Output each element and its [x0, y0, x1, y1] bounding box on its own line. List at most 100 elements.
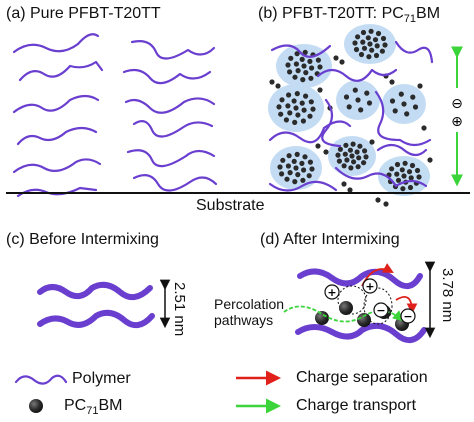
pcbm-molecule [315, 57, 321, 63]
pcbm-molecule [350, 141, 356, 147]
pcbm-molecule [409, 162, 416, 169]
pcbm-molecule [286, 153, 292, 159]
pcbm-molecule [302, 49, 308, 56]
pcbm-molecule [278, 111, 284, 117]
pcbm-molecule [394, 171, 400, 177]
polymer-chain [124, 97, 216, 114]
panel-d-spacing-label: 3.78 nm [439, 268, 456, 323]
pcbm-molecule [343, 142, 349, 148]
pcbm-ball [339, 301, 353, 315]
panel-b-pcbm-molecules [269, 28, 433, 207]
pcbm-molecule [341, 163, 347, 169]
polymer-chain [394, 40, 434, 64]
pcbm-molecule [389, 166, 395, 172]
pcbm-molecule [389, 79, 395, 85]
panel-b-halos [268, 24, 430, 196]
polymer-chain [16, 126, 98, 146]
pcbm-molecule [355, 34, 361, 40]
pcbm-molecule [412, 104, 419, 110]
pcbm-molecule [389, 98, 396, 104]
pcbm-molecule [346, 104, 352, 110]
pcbm-molecule [291, 98, 297, 104]
pcbm-molecule [317, 64, 323, 70]
pcbm-molecule [375, 197, 381, 203]
minus-sign-b: ⊖ [451, 96, 463, 112]
pcbm-molecule [361, 160, 367, 166]
charge-sign-bg [447, 88, 467, 132]
charge-separation-arrow [395, 296, 418, 315]
panel-c-title: (c) Before Intermixing [6, 231, 159, 248]
thick-polymer-chain [37, 309, 155, 329]
pcbm-molecule [349, 153, 355, 159]
pcbm-molecule [293, 61, 299, 67]
pcbm-molecule [404, 111, 410, 117]
pcbm-molecule [293, 165, 299, 171]
pcbm-molecule [401, 101, 407, 107]
pcbm-molecule [402, 160, 408, 166]
pcbm-molecule [406, 169, 413, 175]
legend-transport-label: Charge transport [296, 397, 417, 414]
pcbm-molecule [302, 154, 308, 160]
pcbm-molecule [277, 164, 283, 170]
pcbm-molecule [348, 165, 354, 171]
pcbm-molecule [299, 160, 305, 166]
pcbm-molecule [407, 184, 414, 191]
polymer-chain [122, 68, 212, 85]
polymer-chain [321, 98, 342, 148]
pcbm-molecule [367, 41, 373, 47]
pcbm-molecule [288, 55, 294, 61]
pcbm-molecule [275, 83, 281, 89]
pcbm-molecule [352, 87, 358, 93]
pcbm-ball [357, 313, 371, 327]
pcbm-molecule [373, 52, 380, 59]
pcbm-molecule [363, 154, 369, 160]
polymer-chain [270, 44, 332, 58]
pcbm-molecule [379, 48, 385, 54]
polymer-chain [12, 33, 100, 54]
pcbm-molecule [383, 201, 389, 207]
polymer-chain [126, 149, 216, 168]
polymer-chain [268, 180, 338, 192]
panel-d-pcbm [315, 301, 409, 331]
pcbm-molecule [395, 177, 402, 183]
pcbm-molecule [374, 43, 380, 49]
pcbm-molecule [286, 92, 292, 98]
pcbm-molecule [398, 91, 404, 97]
legend-separation-label: Charge separation [296, 369, 428, 386]
pcbm-molecule [309, 65, 315, 71]
pcbm-molecule [285, 103, 291, 109]
pcbm-molecule [347, 147, 353, 153]
pcbm-molecule [342, 151, 348, 157]
pcbm-molecule [357, 143, 363, 149]
pcbm-molecule [361, 45, 368, 51]
pcbm-molecule [315, 143, 321, 149]
panel-b-title-end: BM [416, 5, 441, 22]
legend-pcbm-swatch [29, 399, 43, 413]
pcbm-molecule [295, 172, 301, 178]
pcbm-molecule [310, 106, 316, 112]
pcbm-molecule [399, 167, 405, 173]
pcbm-molecule [369, 47, 375, 53]
pcbm-molecule [400, 186, 406, 192]
pcbm-molecule [307, 159, 313, 165]
pcbm-molecule [392, 108, 398, 114]
pcbm-molecule [294, 151, 300, 157]
plus-charge-circle [362, 278, 378, 294]
pcbm-molecule [366, 100, 373, 106]
pcbm-molecule [276, 104, 282, 110]
pcbm-molecule [366, 54, 372, 60]
polymer-chain [334, 166, 428, 188]
pcbm-molecule [295, 68, 301, 74]
pcbm-molecule [323, 149, 329, 155]
polymer-chain [132, 173, 218, 192]
pcbm-ball [315, 311, 329, 325]
pcbm-molecule [287, 69, 293, 75]
pcbm-molecule [375, 30, 382, 37]
pcbm-molecule [414, 167, 421, 174]
legend-pcbm-sub: 71 [86, 405, 99, 418]
panel-b-title-sub: 71 [403, 13, 417, 26]
legend-polymer-swatch [14, 374, 68, 385]
pcbm-molecule [309, 166, 315, 172]
pcbm-molecule [369, 139, 375, 145]
